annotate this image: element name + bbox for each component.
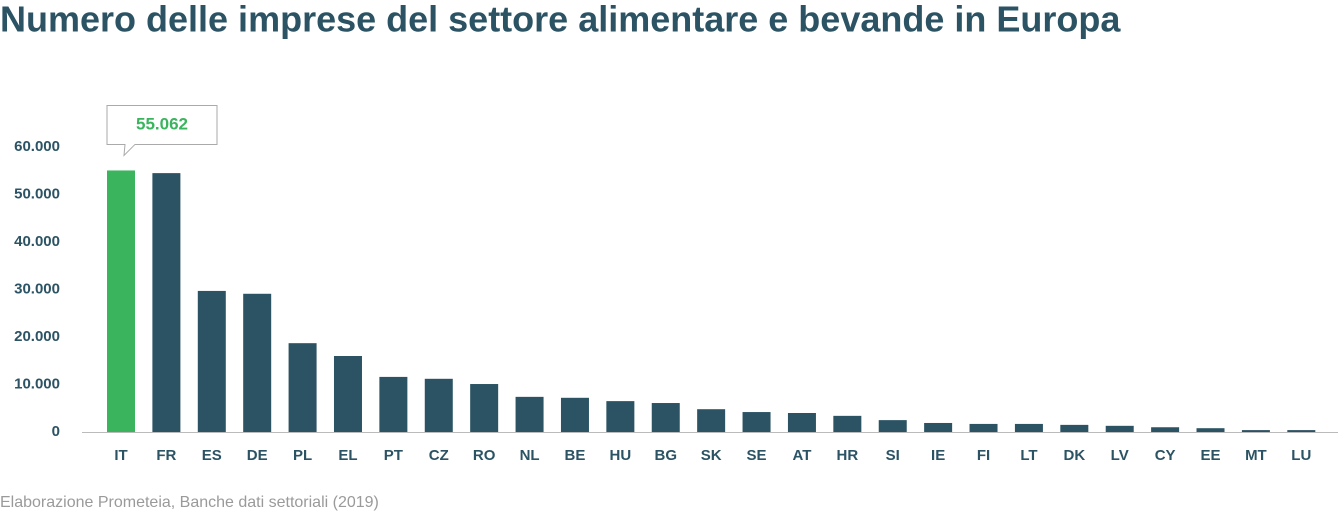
bar	[1105, 425, 1134, 432]
bar	[470, 384, 499, 432]
bar	[379, 376, 408, 432]
y-tick-label: 60.000	[14, 138, 60, 155]
bar	[424, 378, 453, 432]
x-tick-label: IE	[931, 447, 945, 464]
bar	[1151, 427, 1180, 432]
chart-title: Numero delle imprese del settore aliment…	[0, 0, 1121, 40]
bar	[333, 356, 362, 432]
bar	[878, 420, 907, 432]
bar	[697, 409, 726, 432]
bar	[651, 403, 680, 432]
bar	[1196, 428, 1225, 432]
x-tick-label: ES	[202, 447, 222, 464]
x-tick-label: RO	[473, 447, 496, 464]
x-tick-label: FI	[977, 447, 990, 464]
x-tick-label: PT	[384, 447, 403, 464]
callout-box	[106, 104, 218, 157]
x-tick-label: DK	[1063, 447, 1085, 464]
x-tick-label: NL	[520, 447, 540, 464]
y-tick-label: 10.000	[14, 375, 60, 392]
x-tick-label: CY	[1155, 447, 1176, 464]
x-tick-label: MT	[1245, 447, 1267, 464]
bar	[106, 170, 135, 432]
bar	[1060, 424, 1089, 432]
bar	[560, 397, 589, 432]
bar	[1241, 430, 1270, 432]
bar	[243, 293, 272, 432]
bar	[833, 415, 862, 432]
x-tick-label: SK	[701, 447, 722, 464]
x-tick-label: AT	[792, 447, 811, 464]
bar	[924, 422, 953, 432]
y-tick-label: 50.000	[14, 185, 60, 202]
x-tick-label: SE	[747, 447, 767, 464]
bar	[152, 173, 181, 432]
x-tick-label: LT	[1020, 447, 1037, 464]
x-tick-label: HU	[610, 447, 632, 464]
bar	[1014, 423, 1043, 432]
x-tick-label: CZ	[429, 447, 449, 464]
x-tick-label: PL	[293, 447, 312, 464]
x-tick-label: LU	[1291, 447, 1311, 464]
bar	[787, 413, 816, 432]
y-tick-label: 20.000	[14, 328, 60, 345]
bar	[197, 290, 226, 432]
x-tick-label: LV	[1111, 447, 1129, 464]
source-note: Elaborazione Prometeia, Banche dati sett…	[0, 494, 379, 511]
bar	[606, 401, 635, 432]
y-tick-label: 0	[52, 423, 60, 440]
bar	[742, 412, 771, 432]
bar	[1287, 430, 1316, 432]
x-tick-label: BE	[565, 447, 586, 464]
x-tick-label: EL	[338, 447, 357, 464]
y-tick-label: 40.000	[14, 233, 60, 250]
x-tick-label: BG	[655, 447, 678, 464]
x-tick-label: SI	[886, 447, 900, 464]
bar	[969, 423, 998, 432]
bar	[515, 396, 544, 432]
x-tick-label: IT	[114, 447, 127, 464]
x-tick-label: HR	[837, 447, 859, 464]
x-tick-label: DE	[247, 447, 268, 464]
data-label: 55.062	[136, 114, 188, 133]
y-tick-label: 30.000	[14, 280, 60, 297]
x-tick-label: EE	[1201, 447, 1221, 464]
x-tick-label: FR	[156, 447, 176, 464]
bar	[288, 343, 317, 432]
